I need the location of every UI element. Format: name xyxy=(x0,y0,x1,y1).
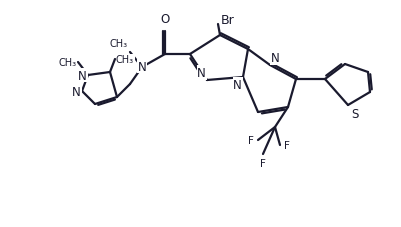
Text: CH₃: CH₃ xyxy=(109,39,128,49)
Text: N: N xyxy=(233,79,241,92)
Text: O: O xyxy=(160,13,169,26)
Text: CH₃: CH₃ xyxy=(116,55,134,65)
Text: Br: Br xyxy=(221,13,234,26)
Text: CH₃: CH₃ xyxy=(59,58,77,68)
Text: N: N xyxy=(78,69,87,82)
Text: S: S xyxy=(350,108,357,121)
Text: N: N xyxy=(72,85,81,98)
Text: N: N xyxy=(270,52,279,65)
Text: F: F xyxy=(283,140,289,150)
Text: F: F xyxy=(259,158,265,168)
Text: N: N xyxy=(137,60,146,73)
Text: N: N xyxy=(197,67,205,80)
Text: F: F xyxy=(247,135,253,145)
